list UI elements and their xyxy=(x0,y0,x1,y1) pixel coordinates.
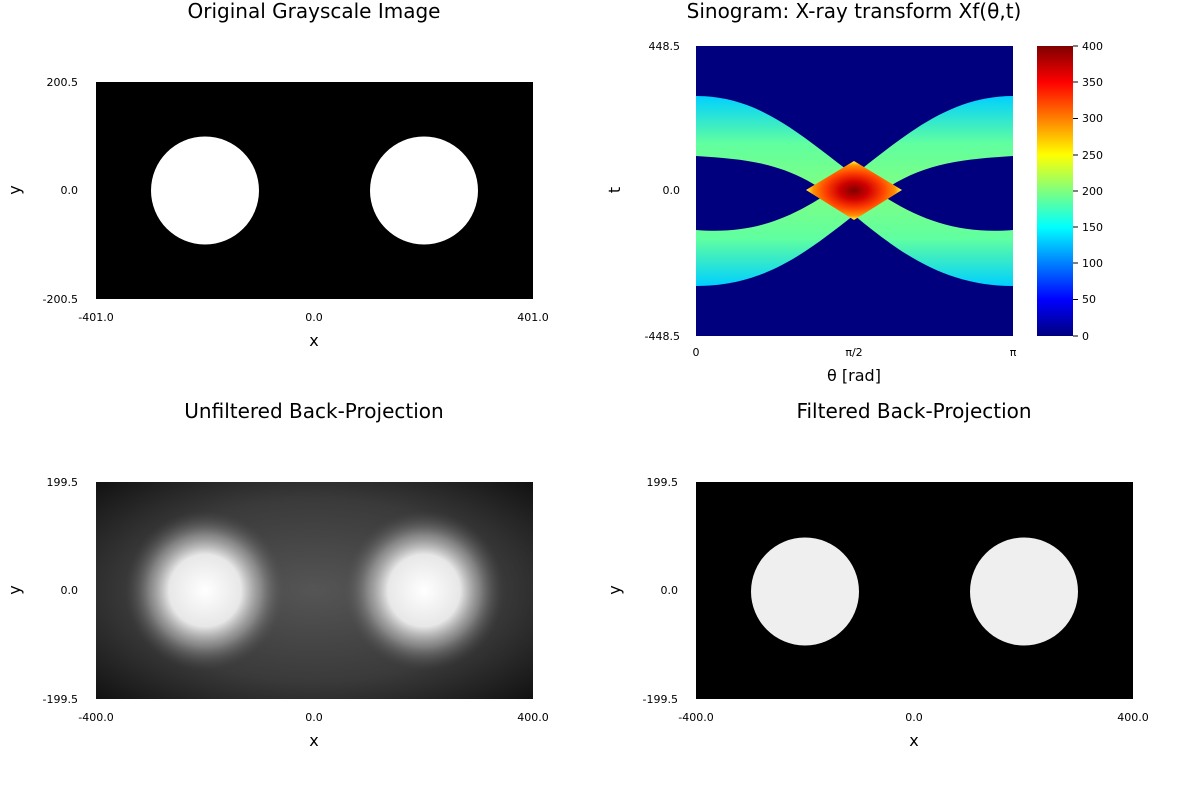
y-tick-label: 0.0 xyxy=(61,184,79,197)
chart-title: Original Grayscale Image xyxy=(188,0,441,23)
colorbar-ticks xyxy=(1073,45,1078,337)
chart-title: Sinogram: X-ray transform Xf(θ,t) xyxy=(687,0,1022,23)
x-axis-label: x xyxy=(909,731,918,750)
x-tick-label: 0 xyxy=(693,346,700,359)
colorbar-tick-label: 150 xyxy=(1082,221,1103,234)
y-tick-label: 448.5 xyxy=(649,40,681,53)
x-tick-label: 0.0 xyxy=(305,311,323,324)
sinogram-hotspot xyxy=(806,161,902,220)
y-tick-label: 200.5 xyxy=(47,76,79,89)
x-axis-label: x xyxy=(309,331,318,350)
x-tick-label: -400.0 xyxy=(78,711,113,724)
y-tick-label: -448.5 xyxy=(645,330,680,343)
disk-left xyxy=(151,136,259,245)
colorbar-tick-label: 400 xyxy=(1082,40,1103,53)
panel-unfiltered: Unfiltered Back-Projection 199.5 0.0 -19… xyxy=(5,399,549,750)
colorbar-tick-label: 100 xyxy=(1082,257,1103,270)
x-tick-label: 400.0 xyxy=(1117,711,1149,724)
y-tick-label: 0.0 xyxy=(661,584,679,597)
disk-right xyxy=(970,537,1078,646)
y-tick-label: -200.5 xyxy=(43,293,78,306)
chart-title: Filtered Back-Projection xyxy=(796,399,1031,423)
chart-title: Unfiltered Back-Projection xyxy=(184,399,443,423)
sinogram-bands xyxy=(696,96,1013,286)
colorbar-tick-label: 250 xyxy=(1082,149,1103,162)
y-axis-label: t xyxy=(605,187,624,193)
blurred-disk-right xyxy=(344,510,504,671)
y-tick-label: 0.0 xyxy=(61,584,79,597)
blurred-disk-left xyxy=(125,510,285,671)
y-tick-label: 0.0 xyxy=(663,184,681,197)
colorbar-tick-label: 200 xyxy=(1082,185,1103,198)
disk-left xyxy=(751,537,859,646)
x-axis-label: θ [rad] xyxy=(827,366,881,385)
panel-original: Original Grayscale Image 200.5 0.0 -200.… xyxy=(5,0,549,350)
x-tick-label: 0.0 xyxy=(305,711,323,724)
colorbar xyxy=(1037,46,1073,336)
y-tick-label: -199.5 xyxy=(643,693,678,706)
colorbar-tick-label: 50 xyxy=(1082,293,1096,306)
colorbar-tick-label: 350 xyxy=(1082,76,1103,89)
y-axis-label: y xyxy=(5,585,24,594)
panel-filtered: Filtered Back-Projection 199.5 0.0 -199.… xyxy=(605,399,1149,750)
y-axis-label: y xyxy=(605,585,624,594)
y-tick-label: -199.5 xyxy=(43,693,78,706)
colorbar-tick-label: 300 xyxy=(1082,112,1103,125)
panel-sinogram: Sinogram: X-ray transform Xf(θ,t) 400 35… xyxy=(605,0,1103,385)
colorbar-tick-label: 0 xyxy=(1082,330,1089,343)
x-axis-label: x xyxy=(309,731,318,750)
disk-right xyxy=(370,136,478,245)
x-tick-label: 401.0 xyxy=(517,311,549,324)
x-tick-label: -400.0 xyxy=(678,711,713,724)
x-tick-label: π/2 xyxy=(845,346,862,359)
x-tick-label: π xyxy=(1010,346,1017,359)
y-tick-label: 199.5 xyxy=(647,476,679,489)
x-tick-label: -401.0 xyxy=(78,311,113,324)
x-tick-label: 0.0 xyxy=(905,711,923,724)
y-tick-label: 199.5 xyxy=(47,476,79,489)
x-tick-label: 400.0 xyxy=(517,711,549,724)
y-axis-label: y xyxy=(5,185,24,194)
